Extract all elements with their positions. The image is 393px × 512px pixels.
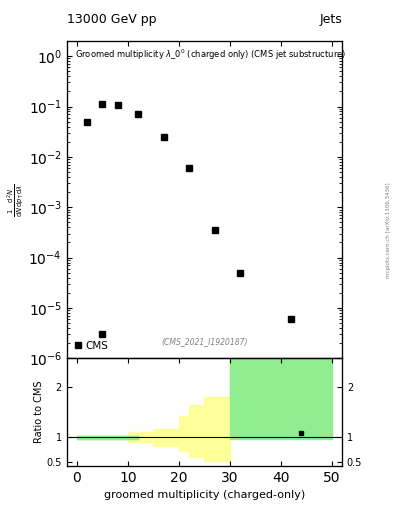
Y-axis label: $\frac{1}{\mathrm{d}N}\frac{\mathrm{d}^2N}{\mathrm{d}p_\mathrm{T}\,\mathrm{d}\la: $\frac{1}{\mathrm{d}N}\frac{\mathrm{d}^2… bbox=[5, 183, 26, 217]
Text: 13000 GeV pp: 13000 GeV pp bbox=[67, 13, 156, 26]
Y-axis label: Ratio to CMS: Ratio to CMS bbox=[34, 381, 44, 443]
Text: Groomed multiplicity $\lambda\_0^0$ (charged only) (CMS jet substructure): Groomed multiplicity $\lambda\_0^0$ (cha… bbox=[75, 47, 346, 62]
X-axis label: groomed multiplicity (charged-only): groomed multiplicity (charged-only) bbox=[104, 490, 305, 500]
Text: mcplots.cern.ch [arXiv:1306.3436]: mcplots.cern.ch [arXiv:1306.3436] bbox=[386, 183, 391, 278]
Text: Jets: Jets bbox=[319, 13, 342, 26]
Legend: CMS: CMS bbox=[72, 339, 110, 353]
Text: (CMS_2021_I1920187): (CMS_2021_I1920187) bbox=[161, 337, 248, 346]
